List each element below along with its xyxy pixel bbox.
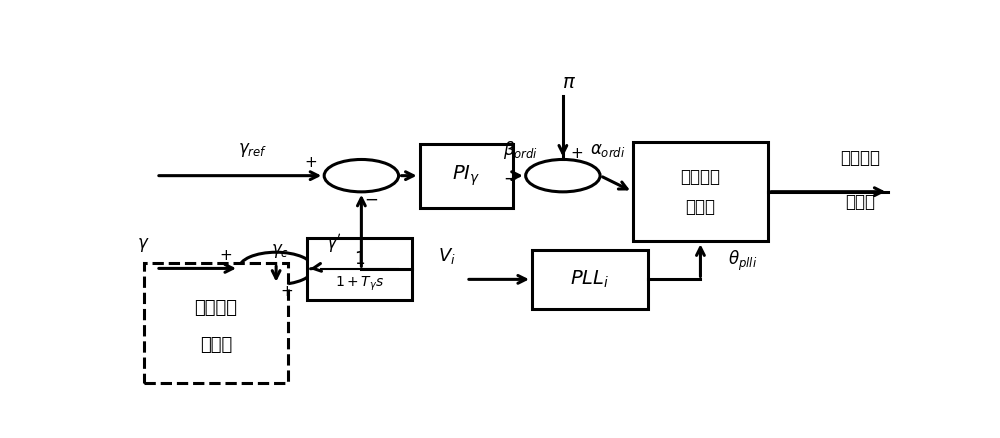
Text: 发脉冲: 发脉冲	[845, 193, 875, 211]
Text: 偿控制: 偿控制	[200, 336, 232, 354]
Text: 发生器: 发生器	[685, 198, 715, 215]
Text: $\theta_{plli}$: $\theta_{plli}$	[728, 249, 758, 273]
FancyBboxPatch shape	[633, 142, 768, 241]
Text: $\gamma'$: $\gamma'$	[326, 232, 342, 254]
Text: 触发脉冲: 触发脉冲	[680, 168, 720, 186]
Text: $PI_\gamma$: $PI_\gamma$	[452, 163, 480, 188]
Text: $\gamma_{ref}$: $\gamma_{ref}$	[238, 141, 268, 159]
Text: 逆变阀触: 逆变阀触	[840, 149, 880, 167]
Text: +: +	[570, 146, 583, 161]
Text: $V_i$: $V_i$	[438, 247, 456, 266]
Text: $\gamma_c$: $\gamma_c$	[271, 241, 289, 260]
Text: $PLL_i$: $PLL_i$	[570, 269, 610, 290]
Text: $-$: $-$	[503, 168, 517, 186]
Text: $\pi$: $\pi$	[562, 74, 576, 92]
Text: +: +	[281, 284, 293, 299]
Text: $-$: $-$	[364, 190, 378, 208]
Text: +: +	[219, 248, 232, 263]
Text: +: +	[305, 155, 317, 170]
Text: $1$: $1$	[354, 250, 365, 268]
Text: $\beta_{ordi}$: $\beta_{ordi}$	[503, 139, 538, 161]
FancyBboxPatch shape	[307, 238, 412, 300]
Text: $1+T_\gamma s$: $1+T_\gamma s$	[335, 275, 384, 293]
Text: $\gamma$: $\gamma$	[137, 236, 149, 254]
FancyBboxPatch shape	[532, 250, 648, 309]
Text: $\alpha_{ordi}$: $\alpha_{ordi}$	[590, 141, 626, 159]
FancyBboxPatch shape	[420, 144, 512, 208]
Text: 关断角补: 关断角补	[195, 299, 238, 317]
FancyBboxPatch shape	[144, 263, 288, 383]
